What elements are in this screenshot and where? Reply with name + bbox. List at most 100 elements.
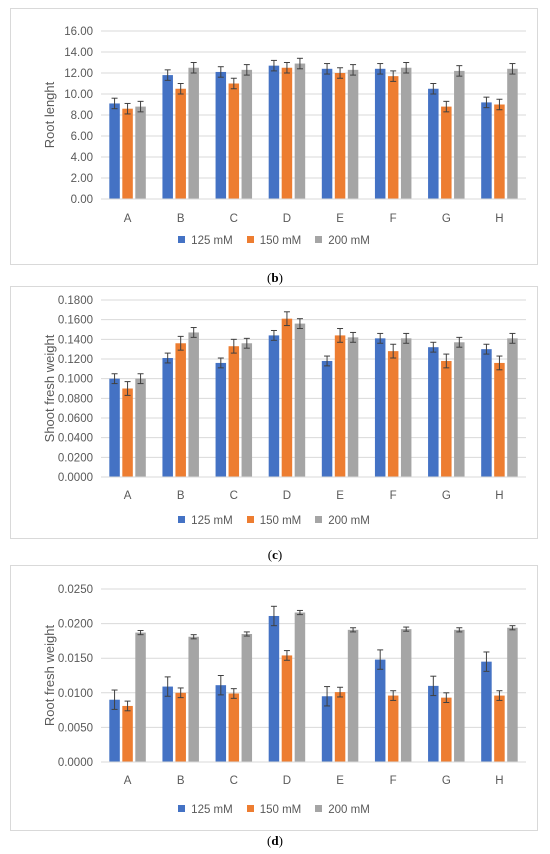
chart-panel-c: 0.0000 0.0200 0.0400 0.0600 0.0800 0.1000 0.12… (10, 286, 538, 539)
legend-swatch (178, 805, 186, 813)
y-tick-label: 0.0100 (58, 688, 93, 700)
y-axis-label: Shoot fresh weight (42, 334, 57, 442)
bar (507, 68, 518, 199)
bar (162, 686, 173, 762)
caption-b: (b) (267, 270, 283, 285)
bar (294, 63, 306, 199)
bar (228, 693, 240, 762)
legend-item: 200 mM (315, 515, 370, 527)
bar (109, 699, 120, 762)
bar (400, 67, 412, 199)
legend-item: 125 mM (178, 235, 233, 247)
bar (454, 629, 465, 762)
bar (215, 362, 227, 477)
x-tick-label: G (442, 775, 451, 787)
bar (347, 69, 359, 199)
bar (268, 65, 280, 200)
x-tick-label: F (390, 490, 397, 502)
legend-swatch (315, 805, 323, 813)
bar (494, 362, 505, 477)
x-tick-label: G (442, 213, 451, 225)
bar (387, 351, 399, 477)
legend-b: 125 mM 150 mM 200 mM (11, 235, 537, 247)
legend-item: 150 mM (246, 235, 301, 247)
legend-label: 200 mM (328, 515, 370, 527)
bar (294, 612, 306, 762)
bar (428, 347, 439, 477)
bar (188, 332, 199, 477)
bar (387, 76, 399, 199)
y-tick-label: 0.1400 (58, 334, 93, 346)
bar (268, 615, 280, 762)
y-tick-label: 0.0250 (58, 584, 93, 596)
legend-label: 125 mM (191, 235, 233, 247)
x-tick-label: B (177, 775, 185, 787)
x-tick-label: E (336, 775, 344, 787)
bar (162, 358, 173, 477)
legend-label: 125 mM (191, 804, 233, 816)
bar (122, 388, 133, 477)
bar (294, 323, 306, 477)
x-tick-label: H (495, 213, 503, 225)
legend-swatch (315, 516, 323, 524)
bar (400, 629, 412, 762)
y-tick-label: 0.1200 (58, 354, 93, 366)
bar (347, 629, 359, 762)
bar (441, 697, 452, 762)
y-tick-label: 2.00 (71, 173, 93, 185)
x-tick-label: A (124, 213, 132, 225)
x-tick-label: B (177, 213, 185, 225)
bar (228, 346, 240, 477)
bar (441, 106, 452, 199)
bar (374, 68, 386, 199)
bar (454, 342, 465, 477)
chart-panel-b: 0.00 2.00 4.00 6.00 8.00 10.00 12.00 14.00 16.00… (10, 8, 538, 265)
legend-swatch (246, 805, 254, 813)
caption-c: (c) (267, 547, 283, 562)
y-tick-label: 0.1000 (58, 374, 93, 386)
y-tick-label: 0.0000 (58, 472, 93, 484)
x-tick-label: A (124, 775, 132, 787)
caption-d: (d) (267, 833, 283, 848)
y-axis-label: Root lenght (42, 81, 57, 148)
legend-d: 125 mM 150 mM 200 mM (11, 804, 537, 816)
legend-swatch (315, 236, 323, 244)
bar (175, 88, 186, 199)
y-tick-label: 0.0800 (58, 393, 93, 405)
legend-label: 150 mM (259, 804, 302, 816)
bar (454, 70, 465, 200)
bar (481, 661, 492, 762)
y-tick-label: 0.1800 (58, 295, 93, 307)
chart-svg-b: 0.00 2.00 4.00 6.00 8.00 10.00 12.00 14.00 16.00… (42, 26, 526, 225)
bar (428, 88, 439, 199)
x-tick-label: H (495, 775, 503, 787)
bar (321, 696, 333, 762)
bar (241, 343, 253, 477)
bar (175, 692, 186, 762)
bar (494, 104, 505, 199)
y-tick-label: 0.0400 (58, 433, 93, 445)
x-tick-label: E (336, 490, 344, 502)
x-tick-label: F (390, 775, 397, 787)
x-tick-label: C (230, 775, 238, 787)
bar (241, 633, 253, 762)
y-tick-label: 0.0050 (58, 722, 93, 734)
bar (387, 695, 399, 762)
y-tick-label: 0.00 (71, 194, 93, 206)
bar (428, 685, 439, 762)
bar (400, 338, 412, 477)
y-tick-label: 12.00 (64, 68, 93, 80)
bar (321, 360, 333, 477)
caption-b-label: b (271, 270, 279, 285)
y-axis-label: Root fresh weight (42, 625, 57, 727)
y-tick-label: 4.00 (71, 152, 93, 164)
x-tick-label: F (390, 213, 397, 225)
legend-item: 200 mM (315, 804, 370, 816)
x-tick-label: H (495, 490, 503, 502)
y-tick-label: 0.0150 (58, 653, 93, 665)
legend-swatch (178, 516, 186, 524)
legend-item: 125 mM (178, 515, 233, 527)
legend-swatch (178, 236, 186, 244)
x-tick-label: G (442, 490, 451, 502)
bar (281, 318, 293, 477)
